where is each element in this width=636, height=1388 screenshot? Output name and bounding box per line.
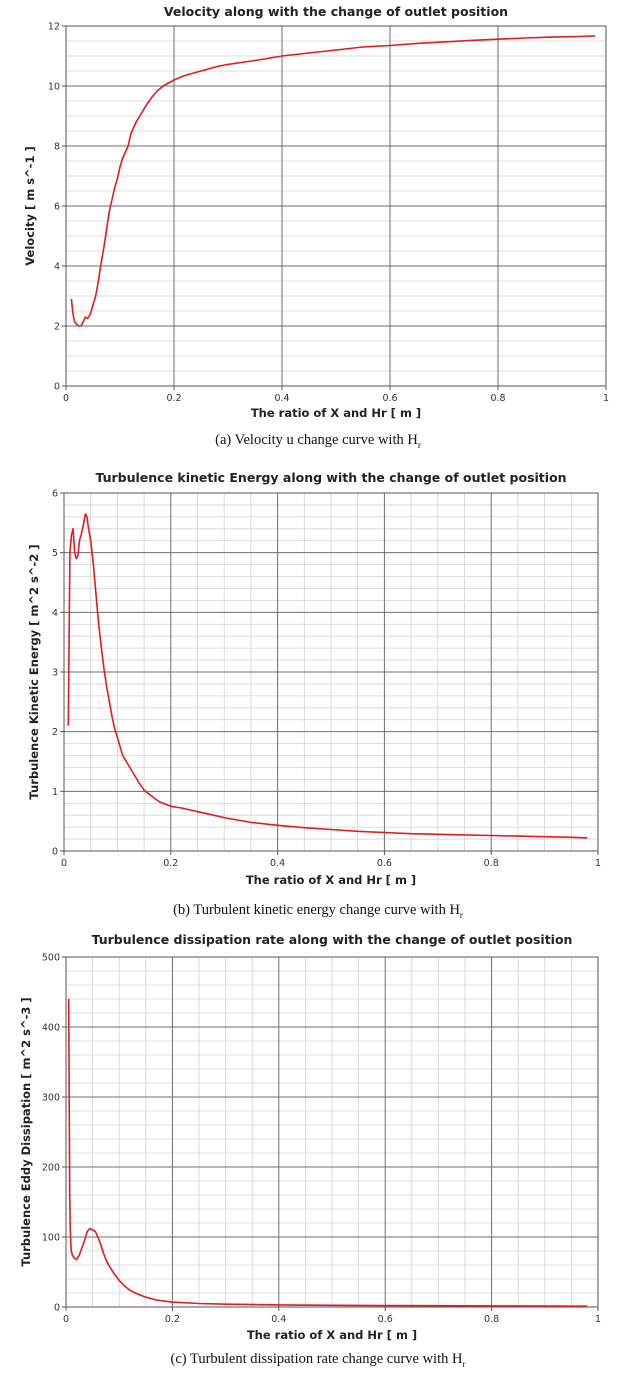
chart-panel-dissipation: 0 100 200 300 400 500 0 0.2 0.4 0.6 0.8 1 Turbulence… [0,930,636,1388]
x-tick-label: 0 [63,1314,69,1325]
x-tick-label: 1 [595,1314,601,1325]
caption-tke: (b) Turbulent kinetic energy change curv… [0,902,636,920]
y-tick-label: 500 [42,953,60,964]
y-axis-label-dissipation: Turbulence Eddy Dissipation [ m^2 s^-3 ] [19,997,33,1266]
x-tick-label: 0.6 [377,858,392,869]
y-tick-label: 4 [52,608,58,619]
chart-title-velocity: Velocity along with the change of outlet… [164,4,508,19]
caption-velocity-text: (a) Velocity u change curve with H [215,432,418,448]
plot-frame [63,492,599,852]
series-line-velocity [70,35,596,327]
y-axis-label-tke: Turbulence Kinetic Energy [ m^2 s^-2 ] [27,544,41,799]
y-tick-label: 3 [52,668,58,679]
plot-frame [65,25,607,387]
y-tick-label: 0 [54,1303,60,1314]
y-tick-label: 0 [52,847,58,858]
y-tick-label: 2 [52,727,58,738]
chart-velocity: 0 2 4 6 8 10 12 0 0.2 0.4 0.6 0.8 1 Velocity along wi… [23,4,609,420]
y-tick-label: 4 [54,262,60,273]
x-tick-label: 0.6 [378,1314,393,1325]
y-tick-label: 6 [52,489,58,500]
y-tick-label: 100 [42,1233,60,1244]
x-tick-label: 0.2 [165,1314,180,1325]
x-tick-label: 0.2 [166,393,181,404]
y-tick-label: 200 [42,1163,60,1174]
x-tick-label: 0.4 [274,393,289,404]
chart-dissipation: 0 100 200 300 400 500 0 0.2 0.4 0.6 0.8 1 Turbulence… [19,932,601,1342]
x-tick-label: 0.8 [484,1314,499,1325]
series-line-tke [67,513,588,839]
x-axis-label-dissipation: The ratio of X and Hr [ m ] [247,1328,417,1342]
x-tick-label: 1 [603,393,609,404]
y-tick-label: 400 [42,1023,60,1034]
y-tick-label: 5 [52,548,58,559]
x-tick-label: 0.4 [271,1314,286,1325]
y-tick-label: 1 [52,787,58,798]
y-tick-label: 10 [48,82,60,93]
y-axis-label-velocity: Velocity [ m s^-1 ] [23,146,37,265]
caption-velocity-sub: r [417,439,421,450]
chart-title-tke: Turbulence kinetic Energy along with the… [95,470,566,485]
caption-dissipation-text: (c) Turbulent dissipation rate change cu… [170,1351,463,1367]
series-line-dissipation [67,998,588,1307]
caption-dissipation-sub: r [462,1358,466,1369]
x-tick-label: 1 [595,858,601,869]
y-tick-label: 6 [54,202,60,213]
x-tick-label: 0.6 [382,393,397,404]
y-tick-label: 2 [54,322,60,333]
plot-frame [65,956,599,1308]
chart-tke: 0 1 2 3 4 5 6 0 0.2 0.4 0.6 0.8 1 Turbulence kinetic … [27,470,601,887]
chart-panel-velocity: 0 2 4 6 8 10 12 0 0.2 0.4 0.6 0.8 1 Velocity along wi… [0,0,636,462]
caption-tke-sub: r [459,909,463,920]
x-tick-label: 0.2 [163,858,178,869]
x-tick-label: 0.4 [270,858,285,869]
x-axis-label-velocity: The ratio of X and Hr [ m ] [251,406,421,420]
y-tick-label: 300 [42,1093,60,1104]
y-tick-label: 12 [48,22,60,33]
x-tick-label: 0.8 [484,858,499,869]
y-tick-label: 0 [54,382,60,393]
caption-dissipation: (c) Turbulent dissipation rate change cu… [0,1351,636,1369]
x-axis-label-tke: The ratio of X and Hr [ m ] [246,873,416,887]
caption-tke-text: (b) Turbulent kinetic energy change curv… [173,902,460,918]
chart-title-dissipation: Turbulence dissipation rate along with t… [92,932,573,947]
y-tick-label: 8 [54,142,60,153]
chart-panel-tke: 0 1 2 3 4 5 6 0 0.2 0.4 0.6 0.8 1 Turbulence kinetic … [0,462,636,930]
caption-velocity: (a) Velocity u change curve with Hr [0,432,636,450]
x-tick-label: 0 [61,858,67,869]
x-tick-label: 0.8 [490,393,505,404]
x-tick-label: 0 [63,393,69,404]
